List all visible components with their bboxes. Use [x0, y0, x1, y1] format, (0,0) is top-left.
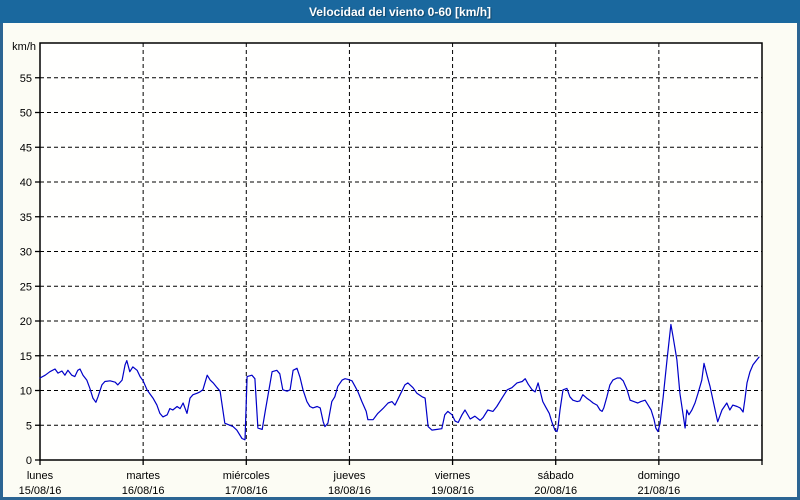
- grid-lines: [40, 43, 762, 460]
- y-tick-label: 45: [20, 142, 32, 154]
- day-date-label: 18/08/16: [328, 485, 371, 497]
- day-name-label: jueves: [333, 470, 366, 482]
- y-tick-label: 20: [20, 316, 32, 328]
- day-name-label: sábado: [538, 470, 574, 482]
- day-date-label: 21/08/16: [637, 485, 680, 497]
- y-tick-label: 50: [20, 108, 32, 120]
- day-name-label: lunes: [27, 470, 54, 482]
- y-tick-label: 35: [20, 212, 32, 224]
- window-titlebar: Velocidad del viento 0-60 [km/h]: [0, 0, 800, 23]
- y-tick-label: 55: [20, 73, 32, 85]
- y-tick-label: 40: [20, 177, 32, 189]
- x-axis-labels: lunes 15/08/16 martes 16/08/16 miércoles 17/0…: [19, 470, 681, 497]
- chart-panel: 0 5 10 15 20 25 30 35 40 45 50 55 km/h lunes 15/08/16 m…: [3, 23, 797, 497]
- day-date-label: 19/08/16: [431, 485, 474, 497]
- day-date-label: 15/08/16: [19, 485, 62, 497]
- day-name-label: domingo: [638, 470, 680, 482]
- wind-speed-chart: 0 5 10 15 20 25 30 35 40 45 50 55 km/h lunes 15/08/16 m…: [12, 41, 763, 497]
- day-name-label: martes: [126, 470, 160, 482]
- y-tick-label: 10: [20, 386, 32, 398]
- y-axis-unit-label: km/h: [12, 41, 36, 53]
- y-tick-label: 30: [20, 247, 32, 259]
- axis-ticks: [35, 77, 763, 465]
- day-date-label: 16/08/16: [122, 485, 165, 497]
- y-tick-label: 15: [20, 351, 32, 363]
- window-title: Velocidad del viento 0-60 [km/h]: [308, 4, 492, 19]
- day-name-label: viernes: [435, 470, 471, 482]
- y-tick-label: 0: [26, 455, 32, 467]
- day-name-label: miércoles: [223, 470, 271, 482]
- y-tick-label: 25: [20, 281, 32, 293]
- wind-speed-line: [39, 323, 760, 441]
- y-tick-label: 5: [26, 420, 32, 432]
- y-axis-labels: 0 5 10 15 20 25 30 35 40 45 50 55: [20, 73, 32, 467]
- day-date-label: 17/08/16: [225, 485, 268, 497]
- plot-frame: [39, 42, 763, 461]
- day-date-label: 20/08/16: [534, 485, 577, 497]
